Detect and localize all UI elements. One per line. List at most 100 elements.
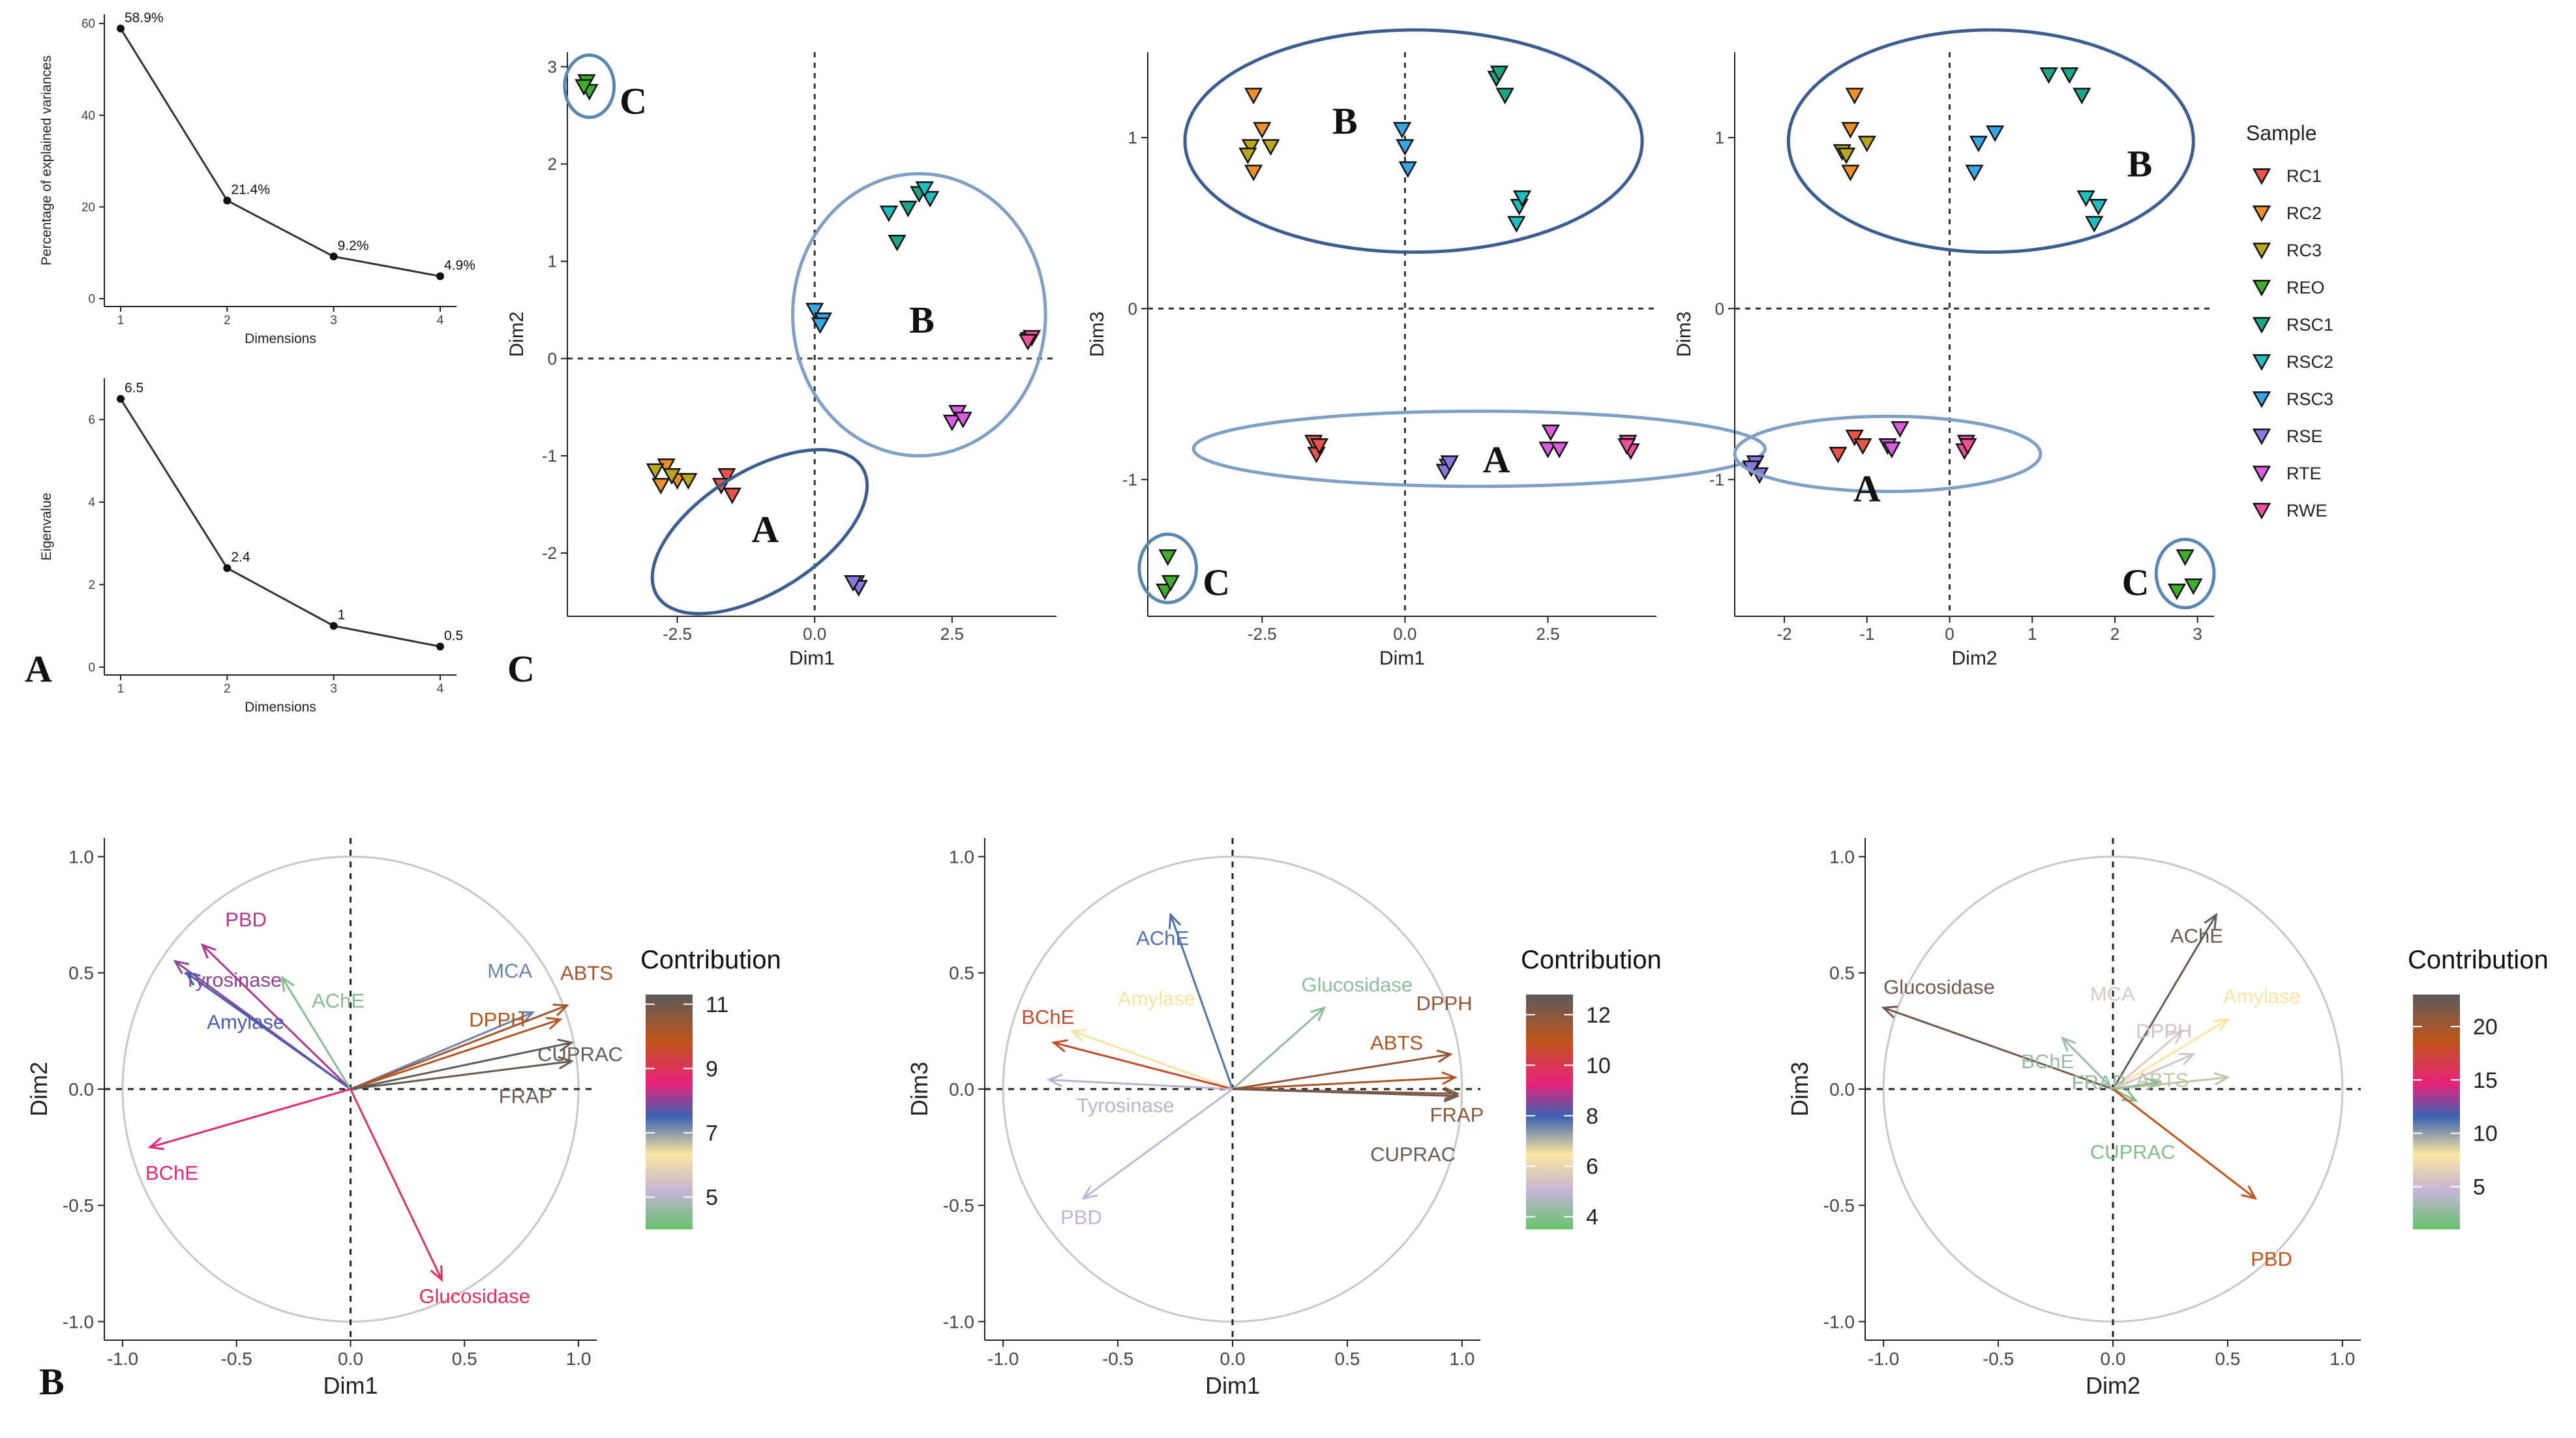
eigen-data-label: 1 xyxy=(338,608,346,623)
scree-data-label: 9.2% xyxy=(338,238,369,253)
sample-legend-label-rte: RTE xyxy=(2286,464,2322,483)
ind13-group-label-a: A xyxy=(1483,438,1510,481)
ind13-y-tick-label: -1 xyxy=(1122,470,1137,489)
ind12-point-rsc1 xyxy=(888,234,906,252)
var12-contribution-bar xyxy=(646,995,693,1229)
var12-y-tick-label: 1.0 xyxy=(68,846,94,867)
ind23-x-tick-label: 0 xyxy=(1945,624,1954,644)
var12-arrow-label-pbd: PBD xyxy=(225,908,267,931)
var13-arrow-cuprac xyxy=(1232,1088,1458,1098)
eigen-point xyxy=(436,642,444,651)
var12-arrow-label-mca: MCA xyxy=(487,959,532,982)
var23-arrow-label-cuprac: CUPRAC xyxy=(2090,1141,2176,1163)
ind23-group-ellipse-a xyxy=(1733,414,2043,494)
ind23-x-tick-label: -1 xyxy=(1859,624,1874,644)
scree-point xyxy=(117,24,125,33)
var13-arrow-label-frap: FRAP xyxy=(1430,1103,1484,1126)
var13-contribution-bar xyxy=(1526,995,1573,1229)
ind23-point-rte xyxy=(1882,442,1901,458)
var23-x-tick-label: -1.0 xyxy=(1868,1349,1899,1369)
var12-arrow-label-ache: AChE xyxy=(312,989,365,1012)
var23-x-tick-label: 0.5 xyxy=(2215,1349,2240,1369)
var12-arrow-amylase xyxy=(185,972,352,1090)
ind23-x-tick-label: 2 xyxy=(2110,624,2119,644)
ind13-y-tick-label: 0 xyxy=(1128,299,1137,318)
var12-arrow-dpph xyxy=(350,1018,561,1090)
ind23-point-rsc2 xyxy=(2076,190,2095,207)
ind13-group-label-b: B xyxy=(1332,100,1358,142)
var12-contribution-tick-label: 9 xyxy=(706,1056,718,1081)
var12-arrowhead-abts xyxy=(552,1004,569,1017)
var12-arrow-ache xyxy=(281,977,352,1090)
ind12-point-rsc2 xyxy=(921,190,940,208)
ind12-group-ellipse-c xyxy=(563,53,616,119)
sample-legend-key-reo xyxy=(2252,280,2271,297)
var13-arrow-amylase xyxy=(1071,1030,1233,1090)
ind12-axes: -2.5 0.0 2.5 -2 -1 0 1 2 3 Dim1 Dim2 xyxy=(506,52,1056,669)
eigen-y-tick-label: 0 xyxy=(88,661,95,675)
var23-x-tick-label: 1.0 xyxy=(2329,1349,2355,1369)
var23-arrow-label-ache: AChE xyxy=(2170,924,2223,947)
ind13-point-rsc3 xyxy=(1398,161,1417,178)
scree-point xyxy=(329,252,338,261)
ind12-x-tick-label: 0.0 xyxy=(803,624,826,644)
var12-x-tick-label: -1.0 xyxy=(107,1349,138,1369)
ind12-point-rc3 xyxy=(679,473,698,490)
var23-x-axis-title: Dim2 xyxy=(2086,1372,2140,1399)
var23-y-tick-label: -1.0 xyxy=(1823,1311,1855,1332)
var23-arrow-ache xyxy=(2112,914,2217,1090)
var23-axes: -1.0 -0.5 0.0 0.5 1.0 -1.0 -0.5 0.0 0.5 1.0 Dim2 Di… xyxy=(1786,838,2361,1399)
var13-x-tick-label: 0.5 xyxy=(1334,1349,1360,1369)
sample-legend-key-rsc1 xyxy=(2252,317,2271,334)
var23-arrow-label-bche: BChE xyxy=(2021,1050,2074,1073)
sample-legend-key-rte xyxy=(2252,466,2271,483)
ind23-group-label-c: C xyxy=(2122,562,2149,604)
scree-y-tick-label: 40 xyxy=(82,109,95,123)
sample-legend-key-rc1 xyxy=(2252,168,2271,185)
sample-legend: Sample RC1 RC2 RC3 REO RSC1 RSC2 RSC3 RSE RTE RWE xyxy=(2246,121,2333,520)
ind23-x-tick-label: 3 xyxy=(2193,624,2202,644)
var23-arrowhead-glucosidase xyxy=(1881,1005,1898,1019)
var12-arrow-label-frap: FRAP xyxy=(499,1085,553,1107)
ind13-y-axis-title: Dim3 xyxy=(1086,311,1108,357)
ind12-point-rc1 xyxy=(723,487,741,505)
scree-y-tick-label: 0 xyxy=(88,293,95,307)
var23-x-tick-label: 0.0 xyxy=(2101,1349,2126,1369)
ind13-point-rwe xyxy=(1617,438,1636,455)
var23-arrow-label-dpph: DPPH xyxy=(2136,1020,2192,1043)
var23-contribution-title: Contribution xyxy=(2408,946,2549,974)
ind13-point-reo xyxy=(1158,549,1177,566)
ind23-point-rc1 xyxy=(1829,447,1848,464)
scree-x-tick-label: 4 xyxy=(437,314,444,327)
ind23-y-tick-label: 1 xyxy=(1715,128,1724,147)
eigen-y-tick-label: 2 xyxy=(88,578,95,592)
var13-arrow-dpph xyxy=(1232,1053,1451,1090)
var23-arrow-pbd xyxy=(2112,1088,2256,1199)
var13-contribution-tick-label: 6 xyxy=(1586,1154,1598,1179)
ind12-point-reo xyxy=(575,79,593,96)
scree-data-label: 4.9% xyxy=(444,258,475,273)
var13-y-tick-label: 0.5 xyxy=(949,963,974,983)
ind12-point-rse xyxy=(844,575,863,592)
var12-x-tick-label: -0.5 xyxy=(221,1349,252,1369)
var12-arrow-label-tyrosinase: Tyrosinase xyxy=(184,968,282,991)
sample-legend-key-rc2 xyxy=(2252,205,2271,222)
sample-legend-label-rsc3: RSC3 xyxy=(2286,389,2333,409)
ind13-y-tick-label: 1 xyxy=(1128,128,1137,147)
var13-arrow-bche xyxy=(1053,1041,1233,1090)
eigen-point xyxy=(223,564,232,573)
ind23-point-rsc2 xyxy=(2085,216,2104,233)
ind13-point-rc2 xyxy=(1253,122,1272,139)
sample-legend-key-rsc2 xyxy=(2252,354,2271,371)
ind23-group-label-b: B xyxy=(2127,142,2153,185)
var12-arrow-label-abts: ABTS xyxy=(560,961,613,984)
ind12-point-rsc1 xyxy=(899,200,918,218)
eigen-data-label: 6.5 xyxy=(125,381,143,396)
ind13-point-rsc2 xyxy=(1507,216,1526,233)
ind23-point-rte xyxy=(1891,421,1910,438)
sample-legend-label-rsc2: RSC2 xyxy=(2286,352,2333,372)
ind13-point-rte xyxy=(1541,425,1560,442)
var23-arrow-amylase xyxy=(2112,1018,2228,1090)
eigen-x-axis-title: Dimensions xyxy=(245,700,316,715)
